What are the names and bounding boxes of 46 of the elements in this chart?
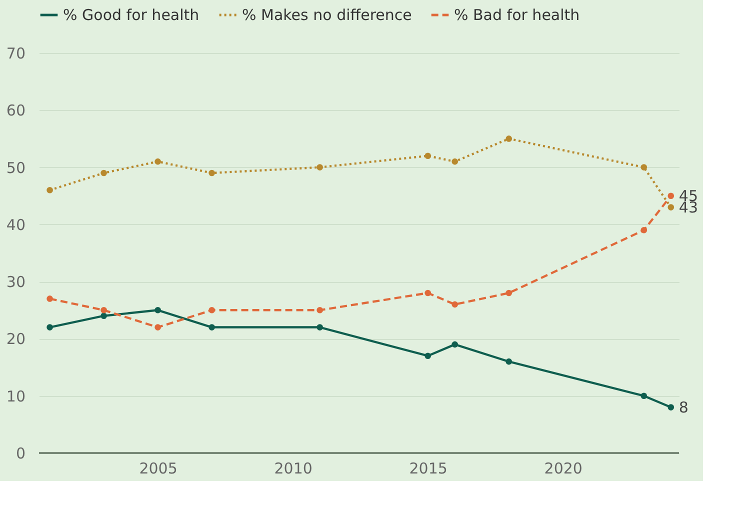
point: [154, 324, 161, 330]
x-tick-label: 2010: [274, 460, 312, 478]
point: [640, 392, 648, 400]
y-tick-label: 20: [6, 330, 26, 348]
legend-label: % Good for health: [63, 6, 200, 24]
point: [424, 352, 432, 360]
point: [208, 306, 215, 314]
point: [208, 170, 215, 176]
y-tick-label: 60: [6, 102, 26, 120]
point: [506, 358, 512, 365]
point: [46, 324, 53, 330]
point: [100, 312, 107, 320]
point: [668, 404, 674, 410]
point: [668, 204, 674, 210]
point: [100, 170, 107, 176]
point: [208, 324, 215, 330]
x-tick-label: 2005: [139, 460, 178, 478]
point: [452, 341, 458, 348]
point: [316, 306, 324, 314]
point: [668, 192, 674, 200]
y-tick-label: 30: [6, 273, 26, 292]
point: [316, 324, 324, 330]
data-label: 8: [678, 398, 688, 416]
point: [46, 186, 53, 194]
point: [424, 290, 432, 296]
point: [640, 226, 648, 234]
point: [506, 290, 512, 296]
point: [46, 296, 53, 302]
y-tick-label: 10: [6, 387, 26, 406]
point: [452, 301, 458, 308]
legend-label: % Bad for health: [454, 6, 580, 24]
legend-label: % Makes no difference: [242, 6, 412, 24]
y-tick-label: 0: [16, 444, 26, 462]
point: [506, 136, 512, 142]
y-tick-label: 70: [6, 44, 26, 62]
point: [640, 164, 648, 170]
point: [424, 152, 432, 160]
y-tick-label: 40: [6, 216, 26, 234]
y-tick-label: 50: [6, 158, 26, 177]
x-tick-label: 2020: [544, 460, 582, 478]
point: [100, 306, 107, 314]
point: [316, 164, 324, 170]
point: [154, 306, 161, 314]
point: [452, 158, 458, 165]
x-tick-label: 2015: [409, 460, 448, 478]
point: [154, 158, 161, 165]
